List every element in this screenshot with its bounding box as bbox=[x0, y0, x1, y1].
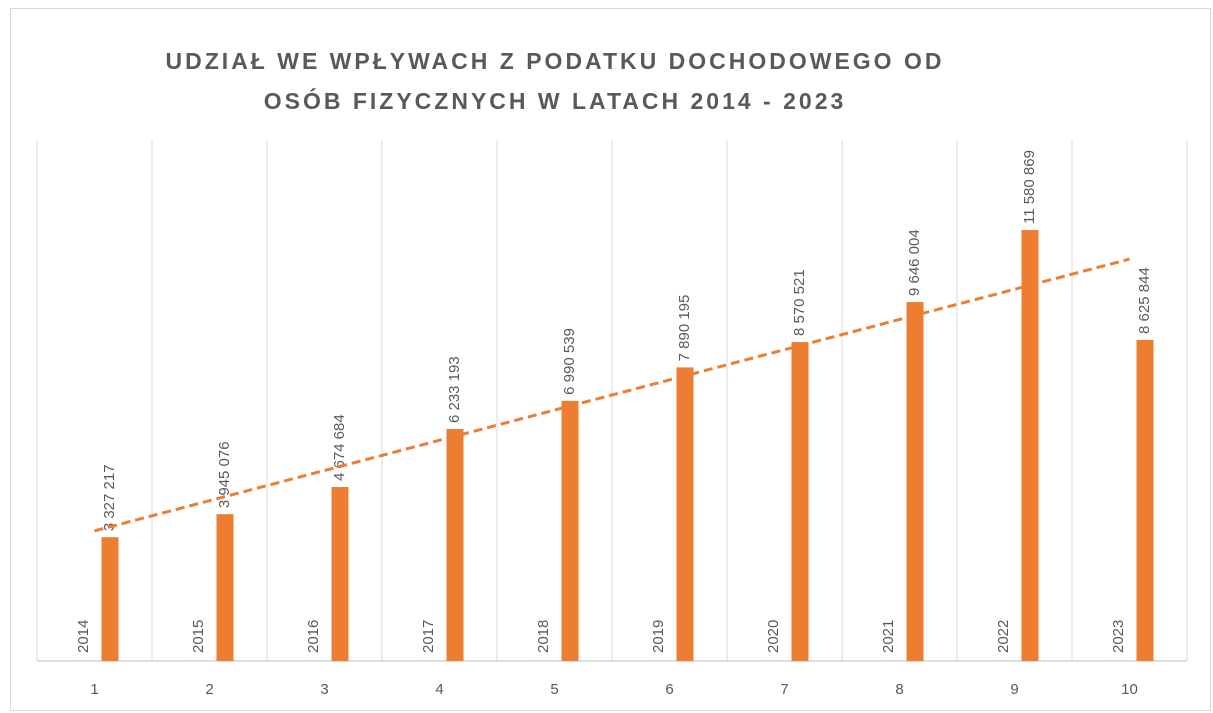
data-label: 3 327 217 bbox=[101, 464, 118, 531]
chart-title: OSÓB FIZYCZNYCH W LATACH 2014 - 2023 bbox=[264, 87, 847, 114]
x-tick-label: 10 bbox=[1121, 681, 1138, 698]
x-tick-label: 2 bbox=[205, 681, 213, 698]
data-label: 2021 bbox=[880, 620, 897, 653]
bar bbox=[446, 429, 464, 661]
data-label: 2019 bbox=[650, 620, 667, 653]
data-label: 4 674 684 bbox=[331, 414, 348, 481]
bar bbox=[331, 487, 349, 661]
data-label: 3 945 076 bbox=[216, 441, 233, 508]
x-tick-label: 9 bbox=[1010, 681, 1018, 698]
bar bbox=[906, 302, 924, 661]
trendline bbox=[94, 257, 1130, 533]
bar bbox=[561, 400, 579, 661]
chart-border bbox=[10, 8, 1211, 711]
data-label: 2020 bbox=[765, 620, 782, 653]
data-label: 2022 bbox=[995, 620, 1012, 653]
bar bbox=[1021, 230, 1039, 661]
x-tick-label: 5 bbox=[550, 681, 558, 698]
chart-title: UDZIAŁ WE WPŁYWACH Z PODATKU DOCHODOWEGO… bbox=[166, 48, 945, 74]
data-label: 2014 bbox=[75, 620, 92, 653]
bar bbox=[791, 342, 809, 661]
x-tick-label: 7 bbox=[780, 681, 788, 698]
x-tick-label: 3 bbox=[320, 681, 328, 698]
data-label: 11 580 869 bbox=[1021, 150, 1038, 224]
data-label: 6 233 193 bbox=[446, 356, 463, 423]
data-label: 2017 bbox=[420, 620, 437, 653]
data-label: 2023 bbox=[1110, 620, 1127, 653]
data-label: 2015 bbox=[190, 620, 207, 653]
data-label: 8 625 844 bbox=[1136, 267, 1153, 334]
data-label: 2016 bbox=[305, 620, 322, 653]
x-tick-label: 1 bbox=[90, 681, 98, 698]
x-tick-label: 8 bbox=[895, 681, 903, 698]
data-label: 9 646 004 bbox=[906, 229, 923, 296]
data-label: 6 990 539 bbox=[561, 328, 578, 395]
x-tick-label: 6 bbox=[665, 681, 673, 698]
data-label: 2018 bbox=[535, 620, 552, 653]
bar bbox=[676, 367, 694, 661]
data-label: 8 570 521 bbox=[791, 269, 808, 336]
x-tick-label: 4 bbox=[435, 681, 443, 698]
bar bbox=[216, 514, 234, 661]
bar bbox=[1136, 339, 1154, 661]
bar bbox=[101, 537, 119, 661]
data-label: 7 890 195 bbox=[676, 295, 693, 362]
